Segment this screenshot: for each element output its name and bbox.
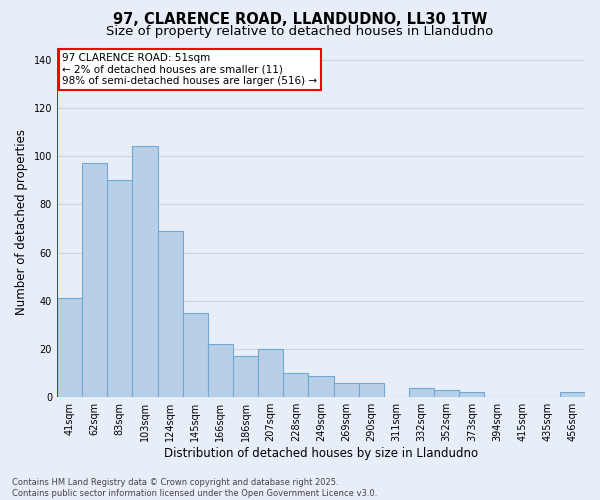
- Bar: [208, 344, 233, 397]
- Bar: [409, 388, 434, 397]
- Bar: [283, 373, 308, 397]
- Bar: [133, 146, 158, 397]
- Text: Size of property relative to detached houses in Llandudno: Size of property relative to detached ho…: [106, 25, 494, 38]
- Bar: [82, 164, 107, 397]
- Text: 97 CLARENCE ROAD: 51sqm
← 2% of detached houses are smaller (11)
98% of semi-det: 97 CLARENCE ROAD: 51sqm ← 2% of detached…: [62, 52, 317, 86]
- Bar: [182, 313, 208, 397]
- Bar: [233, 356, 258, 397]
- Bar: [258, 349, 283, 397]
- Text: Contains HM Land Registry data © Crown copyright and database right 2025.
Contai: Contains HM Land Registry data © Crown c…: [12, 478, 377, 498]
- Bar: [560, 392, 585, 397]
- Text: 97, CLARENCE ROAD, LLANDUDNO, LL30 1TW: 97, CLARENCE ROAD, LLANDUDNO, LL30 1TW: [113, 12, 487, 28]
- X-axis label: Distribution of detached houses by size in Llandudno: Distribution of detached houses by size …: [164, 447, 478, 460]
- Y-axis label: Number of detached properties: Number of detached properties: [15, 130, 28, 316]
- Bar: [308, 376, 334, 397]
- Bar: [359, 382, 384, 397]
- Bar: [158, 231, 182, 397]
- Bar: [57, 298, 82, 397]
- Bar: [334, 382, 359, 397]
- Bar: [459, 392, 484, 397]
- Bar: [434, 390, 459, 397]
- Bar: [107, 180, 133, 397]
